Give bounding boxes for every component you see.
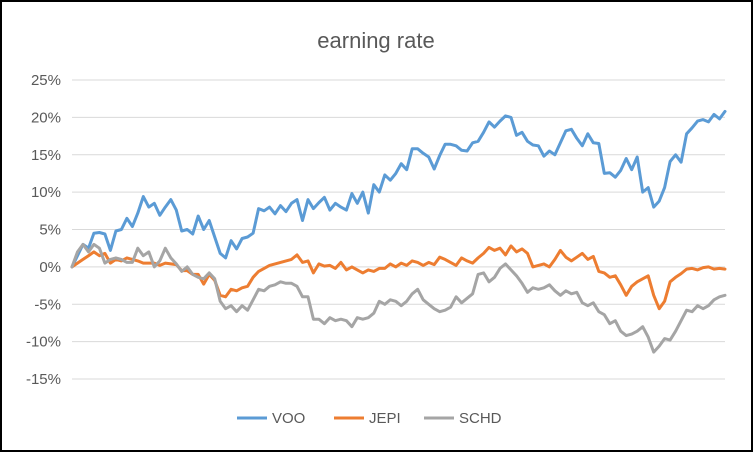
y-tick-label: 15% xyxy=(31,147,61,164)
y-tick-label: 0% xyxy=(39,259,61,276)
y-tick-label: -15% xyxy=(26,371,61,388)
legend-label-jepi: JEPI xyxy=(369,410,401,427)
legend-label-schd: SCHD xyxy=(459,410,502,427)
y-tick-label: -10% xyxy=(26,334,61,351)
legend: VOO JEPI SCHD xyxy=(237,410,502,427)
y-tick-label: 25% xyxy=(31,72,61,89)
y-tick-label: 5% xyxy=(39,222,61,239)
legend-label-voo: VOO xyxy=(272,410,305,427)
y-axis-ticks: 25% 20% 15% 10% 5% 0% -5% -10% -15% xyxy=(26,72,61,388)
series-lines xyxy=(70,109,727,354)
y-tick-label: -5% xyxy=(34,296,61,313)
y-tick-label: 20% xyxy=(31,109,61,126)
series-line-voo xyxy=(70,109,727,269)
chart-title: earning rate xyxy=(317,28,434,53)
series-line-schd xyxy=(70,242,727,354)
y-tick-label: 10% xyxy=(31,184,61,201)
